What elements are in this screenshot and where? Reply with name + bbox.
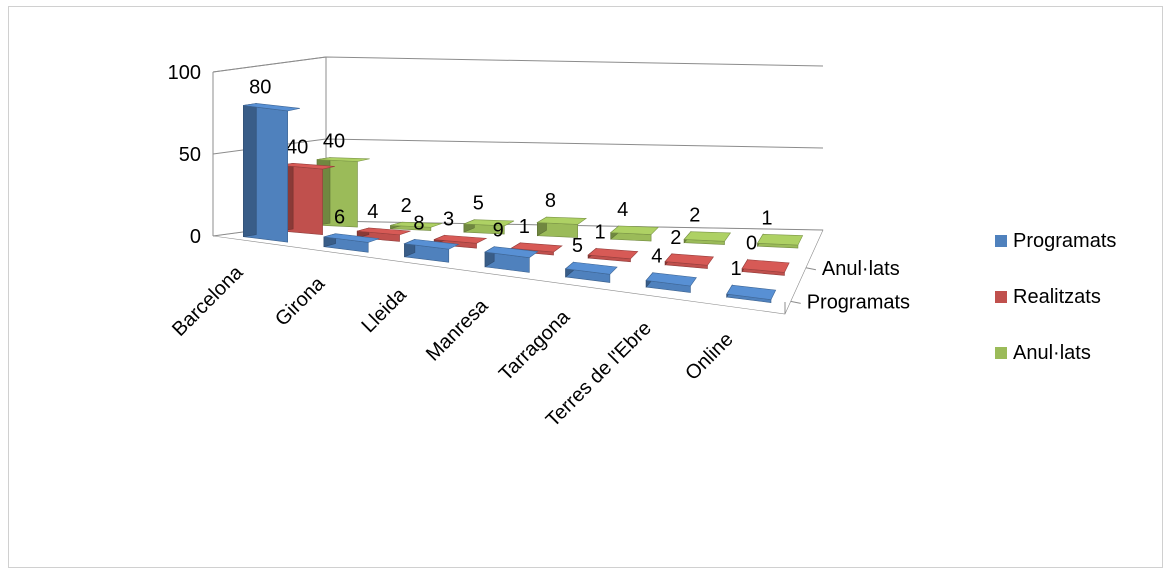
data-label-programats-0: 80 [249, 76, 271, 98]
bar-top-realitzats-3 [510, 242, 563, 253]
category-label: Online [681, 328, 737, 384]
y-tick-label: 0 [190, 226, 201, 248]
data-label-realitzats-6: 0 [746, 233, 757, 255]
bar-top-anullats-4 [609, 225, 660, 235]
bar-top-programats-1 [323, 233, 380, 243]
data-label-anullats-4: 4 [617, 199, 628, 221]
data-label-realitzats-3: 1 [519, 216, 530, 238]
legend-item-anullats: Anul·lats [995, 341, 1155, 365]
data-label-realitzats-1: 4 [367, 201, 378, 223]
bar-top-anullats-1 [390, 221, 442, 228]
legend-swatch-programats [995, 235, 1007, 247]
data-label-anullats-6: 1 [761, 207, 772, 229]
y-tick-label: 100 [168, 62, 201, 84]
bar-top-programats-0 [243, 103, 300, 112]
bar-top-realitzats-1 [357, 227, 411, 236]
category-label: Manresa [422, 294, 493, 365]
category-label: Tarragona [495, 306, 575, 386]
data-label-programats-2: 8 [413, 212, 424, 234]
bar-top-anullats-5 [683, 231, 732, 242]
legend-label-realitzats: Realitzats [1013, 285, 1101, 308]
bar-top-realitzats-2 [434, 234, 488, 244]
bar-top-anullats-6 [757, 233, 804, 246]
category-label: Girona [271, 272, 330, 331]
data-label-realitzats-5: 2 [670, 227, 681, 249]
legend: Programats Realitzats Anul·lats [995, 229, 1155, 397]
data-label-anullats-2: 5 [473, 193, 484, 215]
bar-top-realitzats-6 [741, 259, 790, 273]
bar-top-anullats-3 [536, 216, 588, 225]
data-label-programats-3: 9 [493, 220, 504, 242]
bar-side-programats-0 [243, 103, 257, 237]
bar-top-programats-6 [726, 284, 777, 300]
data-label-programats-6: 1 [731, 258, 742, 280]
bar-top-programats-2 [403, 239, 460, 250]
data-label-realitzats-0: 40 [286, 136, 308, 158]
category-label: Barcelona [168, 261, 248, 341]
bar-top-anullats-2 [463, 219, 515, 227]
gridline-2 [212, 56, 824, 73]
legend-item-programats: Programats [995, 229, 1155, 253]
legend-label-anullats: Anul·lats [1013, 341, 1091, 364]
bar-top-realitzats-4 [587, 248, 639, 260]
y-tick-label: 50 [179, 144, 201, 166]
legend-swatch-realitzats [995, 291, 1007, 303]
bar-top-anullats-0 [317, 157, 370, 162]
data-label-realitzats-4: 1 [594, 221, 605, 243]
legend-item-realitzats: Realitzats [995, 285, 1155, 309]
depth-tick [805, 267, 816, 271]
data-label-anullats-5: 2 [689, 205, 700, 227]
depth-axis-label: Programats [807, 291, 910, 313]
bar-top-programats-3 [484, 246, 539, 258]
category-label: Lleida [358, 283, 412, 337]
legend-swatch-anullats [995, 347, 1007, 359]
bar-top-programats-5 [645, 272, 697, 287]
legend-label-programats: Programats [1013, 229, 1117, 252]
data-label-realitzats-2: 3 [443, 208, 454, 230]
data-label-programats-4: 5 [572, 235, 583, 257]
data-label-programats-5: 4 [651, 246, 662, 268]
bar-top-programats-4 [564, 261, 618, 275]
bar-top-realitzats-5 [664, 253, 714, 266]
depth-tick [790, 300, 801, 304]
data-label-anullats-3: 8 [545, 190, 556, 212]
data-label-anullats-0: 40 [323, 131, 345, 153]
data-label-programats-1: 6 [334, 207, 345, 229]
depth-axis-label: Anul·lats [822, 258, 900, 280]
data-label-anullats-1: 2 [401, 195, 412, 217]
